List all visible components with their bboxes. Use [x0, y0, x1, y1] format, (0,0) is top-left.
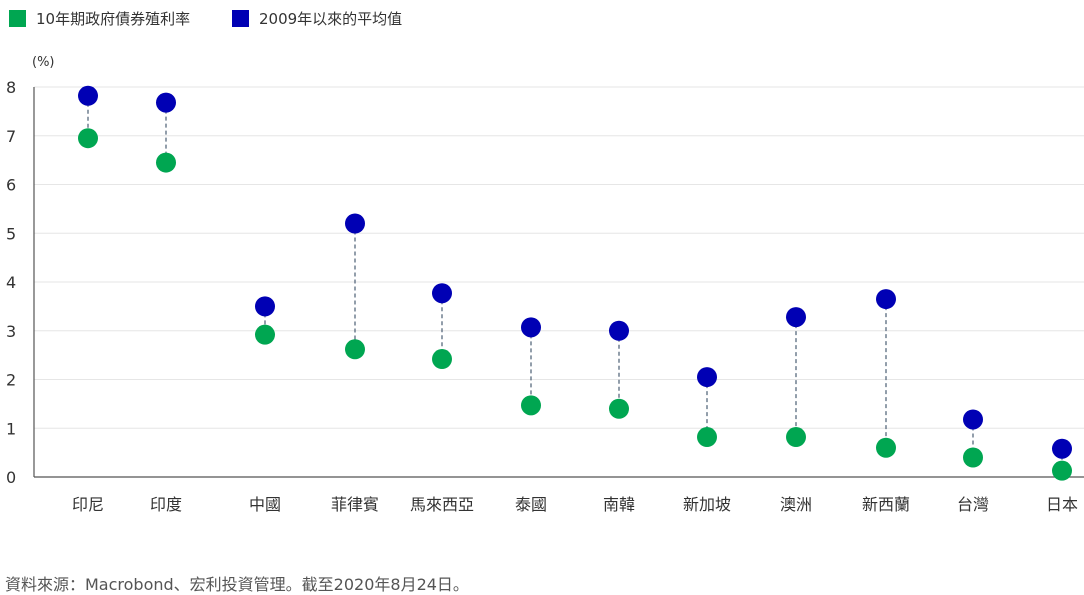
yield-point [876, 437, 896, 458]
x-tick-label: 中國 [249, 495, 281, 514]
x-tick-label: 台灣 [957, 495, 989, 514]
yield-point [697, 427, 717, 448]
average-point [1052, 438, 1072, 459]
legend-label-yield: 10年期政府債券殖利率 [36, 10, 190, 28]
axes [33, 87, 1084, 478]
average-point [609, 320, 629, 341]
y-axis-unit-label: (%) [32, 55, 55, 70]
y-tick-labels: 0 1 2 3 4 5 6 7 8 [6, 78, 16, 487]
average-point [345, 213, 365, 234]
average-point [697, 367, 717, 388]
average-point [876, 289, 896, 310]
x-tick-label: 菲律賓 [331, 495, 379, 514]
x-tick-label: 馬來西亞 [410, 495, 474, 514]
y-tick-label: 8 [6, 78, 16, 97]
legend: 10年期政府債券殖利率 2009年以來的平均值 [9, 10, 402, 28]
x-tick-label: 泰國 [515, 495, 547, 514]
source-note: 資料來源：Macrobond、宏利投資管理。截至2020年8月24日。 [5, 575, 469, 594]
x-tick-label: 新加坡 [683, 495, 731, 514]
connector-lines [87, 95, 1063, 471]
yield-point [432, 349, 452, 370]
y-tick-label: 4 [6, 273, 16, 292]
x-tick-label: 澳洲 [780, 495, 812, 514]
x-tick-label: 印尼 [72, 495, 104, 514]
average-point [963, 409, 983, 430]
y-tick-label: 3 [6, 322, 16, 341]
legend-swatch-blue [232, 10, 249, 27]
x-tick-labels: 印尼 印度 中國 菲律賓 馬來西亞 泰國 南韓 新加坡 澳洲 新西蘭 台灣 日本 [72, 495, 1078, 514]
yield-point [345, 339, 365, 360]
legend-label-average: 2009年以來的平均值 [259, 10, 402, 28]
legend-swatch-green [9, 10, 26, 27]
y-tick-label: 5 [6, 224, 16, 243]
average-point [156, 92, 176, 113]
yield-point [156, 152, 176, 173]
x-tick-label: 新西蘭 [862, 495, 910, 514]
yield-point [963, 447, 983, 468]
yield-point [255, 324, 275, 345]
data-points [78, 85, 1072, 481]
x-tick-label: 南韓 [603, 495, 635, 514]
yield-point [1052, 460, 1072, 481]
y-tick-label: 6 [6, 176, 16, 195]
gridlines [34, 86, 1084, 429]
average-point [786, 307, 806, 328]
yield-point [78, 128, 98, 149]
y-tick-label: 7 [6, 127, 16, 146]
yield-point [786, 427, 806, 448]
average-point [521, 317, 541, 338]
y-tick-label: 2 [6, 371, 16, 390]
yield-point [521, 395, 541, 416]
x-tick-label: 日本 [1046, 495, 1078, 514]
y-tick-label: 0 [6, 468, 16, 487]
average-point [255, 296, 275, 317]
average-point [432, 283, 452, 304]
y-tick-label: 1 [6, 419, 16, 438]
x-tick-label: 印度 [150, 495, 182, 514]
yield-point [609, 398, 629, 419]
average-point [78, 85, 98, 106]
